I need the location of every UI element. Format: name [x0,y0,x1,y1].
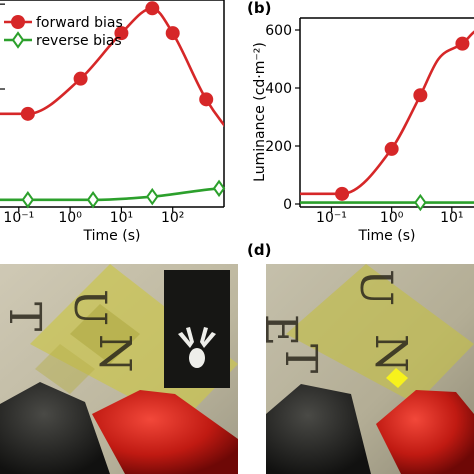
legend-marker [11,15,25,29]
panel-a-data-point [212,179,226,198]
panel-a: 10⁻¹ 10⁰ 10¹ 10² forward bias reverse bias T… [0,0,226,244]
deer-logo [178,327,216,368]
panel-b-lines [300,30,474,204]
panel-b: 0 200 400 600 10⁻¹ 10⁰ 10¹ Time (s) Luminance … [247,0,474,244]
panel-b-data-point [335,186,350,201]
panel-b-data-point [413,88,428,103]
panel-a-x-tick-label: 10¹ [110,210,133,226]
panel-b-y-tick-label: 0 [283,197,292,213]
device-photo-left: T U N [0,264,238,474]
panel-b-markers [335,36,470,212]
glowing-pixel [386,368,408,388]
legend-label: reverse bias [36,33,122,49]
legend-label: forward bias [36,15,123,31]
panel-b-y-tick-label: 400 [265,81,292,97]
panel-b-x-tick-label: 10¹ [440,210,463,226]
panel-b-x-tick-label: 10⁻¹ [316,210,347,226]
panel-a-data-point [73,71,88,86]
yellow-film-tile [35,344,95,394]
svg-text:E: E [266,314,306,346]
panel-b-data-point [384,141,399,156]
red-clip [92,390,238,474]
panel-a-data-point [145,1,160,16]
panel-b-ticks: 0 200 400 600 10⁻¹ 10⁰ 10¹ [265,23,463,226]
red-clip [376,390,474,474]
panel-a-x-tick-label: 10² [161,210,184,226]
device-photo-right: E T U N [266,264,474,474]
panel-a-data-point [86,191,100,209]
panel-b-y-tick-label: 600 [265,23,292,39]
svg-text:T: T [0,302,50,331]
printed-letters: E T U N [266,269,416,373]
panel-a-data-point [199,92,214,107]
legend-marker [11,31,25,49]
black-clip [0,382,110,474]
panel-a-x-tick-label: 10⁰ [58,210,82,226]
panel-a-data-point [114,26,129,41]
panel-b-label: (b) [247,0,271,17]
panel-b-x-tick-label: 10⁰ [380,210,404,226]
logo-block [164,270,230,388]
panel-b-x-axis-label: Time (s) [358,228,416,244]
svg-text:N: N [365,334,416,373]
panel-b-y-axis-label: Luminance (cd·m⁻²) [252,42,268,182]
panel-b-data-point [414,193,427,212]
svg-text:T: T [275,344,326,373]
svg-text:U: U [64,289,115,326]
panel-a-data-point [165,26,180,41]
panel-b-series-line [300,30,474,196]
panel-a-data-point [20,106,35,121]
panel-a-x-axis-label: Time (s) [83,228,141,244]
svg-text:N: N [89,334,140,373]
svg-text:U: U [350,269,401,306]
panel-a-markers [20,1,226,209]
yellow-film [286,264,474,404]
panel-b-data-point [455,36,470,51]
panel-d-label: (d) [247,241,271,259]
panel-a-x-tick-label: 10⁻¹ [3,210,34,226]
panel-a-data-point [146,187,159,206]
printed-letters: T U N [0,289,140,373]
panel-a-legend: forward bias reverse bias [4,15,123,49]
panel-a-ticks: 10⁻¹ 10⁰ 10¹ 10² [0,3,184,226]
panel-a-data-point [21,191,35,209]
yellow-film-tile [70,304,140,364]
black-clip [266,384,371,474]
panel-b-y-tick-label: 200 [265,139,292,155]
